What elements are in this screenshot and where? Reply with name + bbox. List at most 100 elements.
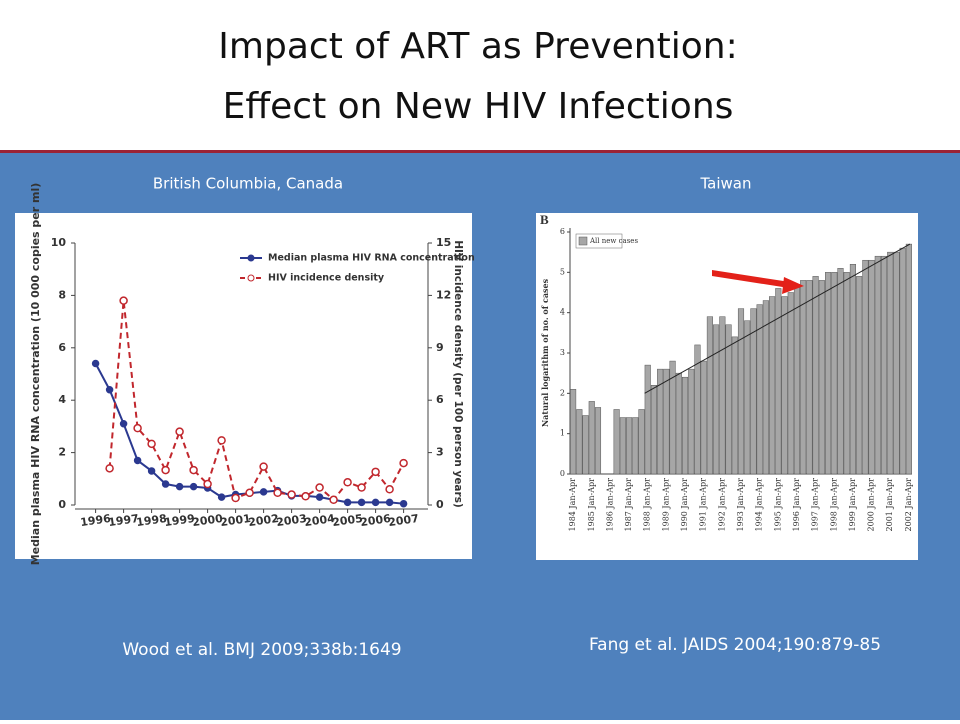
point <box>175 427 184 436</box>
bar <box>769 296 776 475</box>
bar <box>899 247 906 475</box>
bar <box>887 251 894 475</box>
x-tick-label: 1993 Jan-Apr <box>736 478 745 532</box>
y-tick-label: 3 <box>560 348 565 357</box>
point <box>189 465 198 475</box>
bar <box>837 268 844 475</box>
bar <box>849 264 856 475</box>
point <box>315 493 324 501</box>
x-tick-label: 1992 Jan-Apr <box>717 478 726 532</box>
point <box>147 439 156 449</box>
bar <box>737 308 745 475</box>
bar <box>800 280 807 475</box>
x-tick-label: 2000 <box>191 512 223 529</box>
bar <box>632 417 639 475</box>
bar <box>862 259 869 475</box>
point <box>231 493 240 503</box>
y-tick-label: 5 <box>560 267 565 276</box>
bar <box>619 417 626 475</box>
title-area <box>0 0 960 152</box>
bar <box>793 284 801 475</box>
y2-tick-label: 9 <box>436 341 444 354</box>
bar <box>594 407 602 475</box>
bar <box>756 304 763 475</box>
point <box>133 456 142 465</box>
y-tick-label: 4 <box>58 393 66 406</box>
bar <box>856 276 863 475</box>
legend-label: All new cases <box>589 237 638 245</box>
y-axis-label: Natural logarithm of no. of cases <box>540 278 550 427</box>
y2-tick-label: 15 <box>436 236 451 249</box>
point <box>399 499 408 508</box>
x-tick-label: 1991 Jan-Apr <box>699 478 708 532</box>
x-tick-label: 2001 <box>219 512 251 529</box>
point <box>245 488 254 498</box>
bar <box>576 409 583 475</box>
x-tick-label: 1997 Jan-Apr <box>811 478 820 532</box>
title: Impact of ART as Prevention: <box>218 26 737 67</box>
point <box>259 488 268 496</box>
point <box>385 485 394 494</box>
bar <box>787 292 794 475</box>
legend-marker <box>247 254 255 262</box>
point <box>203 479 212 489</box>
x-tick-label: 1986 Jan-Apr <box>605 478 614 532</box>
y2-tick-label: 6 <box>436 393 444 406</box>
bar <box>781 296 788 475</box>
point <box>357 483 366 492</box>
point <box>301 492 310 501</box>
y-tick-label: 0 <box>560 469 565 478</box>
y-tick-label: 10 <box>51 236 67 249</box>
y-tick-label: 6 <box>560 227 565 236</box>
bar <box>669 360 676 475</box>
bar <box>713 324 720 475</box>
arrow-head <box>782 277 804 294</box>
y-tick-label: 0 <box>58 498 66 511</box>
point <box>385 498 394 507</box>
bar <box>694 344 701 475</box>
bar <box>744 320 751 475</box>
legend-marker <box>247 274 255 282</box>
bar <box>725 324 732 475</box>
legend-swatch <box>578 236 588 246</box>
point <box>287 490 296 499</box>
y2-axis-label: HIV incidence density (per 100 person ye… <box>452 240 464 508</box>
bar <box>843 272 850 475</box>
point <box>189 482 198 491</box>
bar <box>806 280 813 475</box>
x-tick-label: 1996 Jan-Apr <box>792 478 801 532</box>
x-tick-label: 1996 <box>79 512 111 529</box>
title: Effect on New HIV Infections <box>223 86 734 127</box>
point <box>119 296 128 305</box>
x-tick-label: 1999 Jan-Apr <box>848 478 857 532</box>
chart-panel <box>15 213 472 559</box>
y-tick-label: 6 <box>58 341 66 354</box>
point <box>259 462 268 471</box>
bar <box>570 389 577 475</box>
x-tick-label: 2004 <box>303 512 335 529</box>
x-tick-label: 1984 Jan-Apr <box>568 478 577 532</box>
y-tick-label: 8 <box>58 288 66 301</box>
bar <box>613 409 620 475</box>
y-tick-label: 4 <box>560 308 565 317</box>
point <box>161 465 170 475</box>
bar <box>762 300 769 475</box>
x-tick-label: 2003 <box>275 512 307 529</box>
bar <box>750 308 757 475</box>
legend-box <box>575 233 623 249</box>
point <box>273 488 282 498</box>
bar <box>880 255 888 475</box>
point <box>399 458 408 468</box>
point <box>161 480 170 488</box>
bar <box>688 368 695 475</box>
bar <box>657 368 664 475</box>
citation: Fang et al. JAIDS 2004;190:879-85 <box>589 635 881 655</box>
bar <box>681 376 689 475</box>
x-tick-label: 1998 Jan-Apr <box>829 478 838 532</box>
point <box>147 467 156 475</box>
bar <box>582 415 589 475</box>
x-tick-label: 1999 <box>163 512 195 529</box>
x-tick-label: 2000 Jan-Apr <box>867 478 876 532</box>
legend-label: Median plasma HIV RNA concentration <box>268 253 475 264</box>
